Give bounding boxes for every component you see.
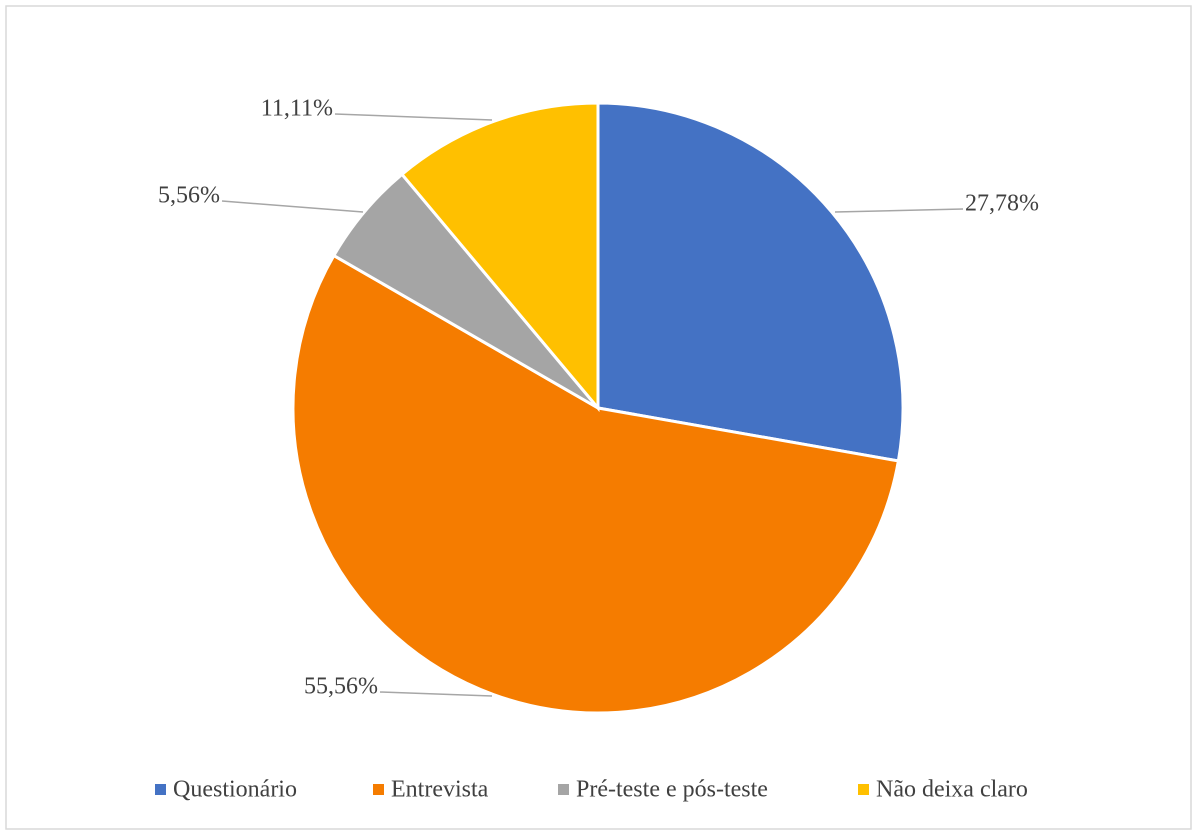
legend-swatch <box>858 784 869 795</box>
pie-slice <box>291 253 901 715</box>
leader-line <box>379 691 493 697</box>
leader-line <box>221 200 364 213</box>
data-label: 27,78% <box>965 191 1039 217</box>
data-label: 5,56% <box>158 183 220 209</box>
legend-label: Pré-teste e pós-teste <box>576 777 768 803</box>
legend-swatch <box>373 784 384 795</box>
pie-slice <box>399 101 600 413</box>
leader-line <box>834 208 964 213</box>
pie-slice <box>596 101 905 463</box>
legend-swatch <box>558 784 569 795</box>
legend-label: Não deixa claro <box>876 777 1028 803</box>
legend-swatch <box>155 784 166 795</box>
data-label: 55,56% <box>304 674 378 700</box>
legend-label: Entrevista <box>391 777 489 803</box>
data-label: 11,11% <box>261 96 333 122</box>
leader-line <box>334 113 493 121</box>
legend-label: Questionário <box>173 777 297 803</box>
